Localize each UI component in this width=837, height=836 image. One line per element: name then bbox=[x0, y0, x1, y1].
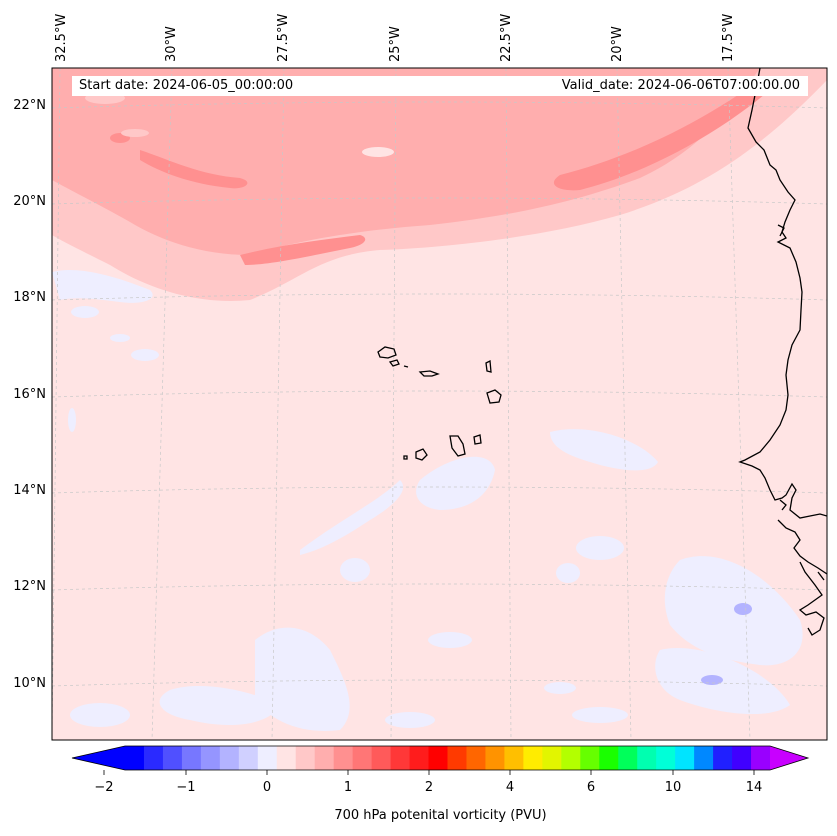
colorbar-segment bbox=[523, 746, 543, 770]
colorbar-segment bbox=[580, 746, 600, 770]
colorbar-tick-2: 2 bbox=[424, 780, 434, 795]
colorbar-segment bbox=[618, 746, 638, 770]
colorbar-segment bbox=[599, 746, 619, 770]
pv-hole-1 bbox=[362, 147, 394, 157]
colorbar-tick-neg1: −1 bbox=[176, 780, 196, 795]
colorbar-under-arrow bbox=[72, 746, 125, 770]
colorbar-segment bbox=[466, 746, 486, 770]
map-frame bbox=[51, 67, 828, 741]
colorbar-segment bbox=[675, 746, 695, 770]
colorbar-segment bbox=[694, 746, 714, 770]
colorbar-segment bbox=[371, 746, 392, 770]
gridlines bbox=[52, 68, 827, 740]
colorbar-segment bbox=[542, 746, 562, 770]
pv-neg-patch-3 bbox=[131, 349, 159, 361]
cabo-verde-islands bbox=[377, 346, 502, 461]
pv-neg-patch-22 bbox=[70, 703, 130, 727]
pv-hole-2 bbox=[121, 129, 149, 137]
pv-neg-patch-14 bbox=[734, 603, 752, 615]
colorbar-tick-10: 10 bbox=[664, 780, 682, 795]
date-banner: Start date: 2024-06-05_00:00:00 Valid_da… bbox=[72, 76, 808, 96]
lat-label-14n: 14°N bbox=[13, 483, 46, 498]
pv-band-dark-3 bbox=[240, 235, 366, 265]
colorbar-segment bbox=[656, 746, 676, 770]
african-coastline bbox=[738, 68, 827, 636]
pv-neg-patch-19 bbox=[544, 682, 576, 694]
colorbar-segment bbox=[447, 746, 467, 770]
colorbar-segment bbox=[125, 746, 145, 770]
pv-neg-patch-10 bbox=[576, 536, 624, 560]
pv-neg-patch-11 bbox=[556, 563, 580, 583]
colorbar-segment bbox=[143, 746, 164, 770]
colorbar-tick-14: 14 bbox=[745, 780, 763, 795]
colorbar bbox=[71, 745, 810, 775]
colorbar-segment bbox=[713, 746, 733, 770]
lat-label-22n: 22°N bbox=[13, 98, 46, 113]
lat-label-12n: 12°N bbox=[13, 579, 46, 594]
pv-neg-patch-17 bbox=[159, 685, 280, 725]
pv-neg-patch-8 bbox=[300, 480, 404, 555]
colorbar-segment bbox=[409, 746, 430, 770]
colorbar-segment bbox=[238, 746, 259, 770]
lat-label-16n: 16°N bbox=[13, 387, 46, 402]
colorbar-outline bbox=[71, 745, 810, 771]
pv-neg-patch-12 bbox=[664, 556, 803, 666]
pv-neg-patch-20 bbox=[385, 712, 435, 728]
pv-neg-patch-6 bbox=[550, 429, 658, 471]
colorbar-label: 700 hPa potenital vorticity (PVU) bbox=[334, 808, 547, 823]
island-fogo bbox=[415, 448, 428, 461]
island-sao-vicente bbox=[388, 359, 400, 367]
pv-band-dark-2 bbox=[140, 150, 248, 189]
colorbar-segment bbox=[162, 746, 183, 770]
lat-label-10n: 10°N bbox=[13, 676, 46, 691]
colorbar-tick-4: 4 bbox=[505, 780, 515, 795]
colorbar-tick-6: 6 bbox=[586, 780, 596, 795]
island-santiago bbox=[449, 435, 466, 457]
colorbar-segment bbox=[637, 746, 657, 770]
island-brava bbox=[403, 455, 408, 460]
pv-neg-patch-21 bbox=[572, 707, 628, 723]
lat-label-18n: 18°N bbox=[13, 290, 46, 305]
colorbar-segment bbox=[219, 746, 240, 770]
colorbar-segment bbox=[561, 746, 581, 770]
colorbar-segment bbox=[276, 746, 297, 770]
pv-neg-patch-15 bbox=[701, 675, 723, 685]
start-date-label: Start date: 2024-06-05_00:00:00 bbox=[79, 78, 294, 93]
colorbar-segment bbox=[314, 746, 335, 770]
island-sal bbox=[485, 359, 492, 373]
colorbar-segment bbox=[295, 746, 316, 770]
colorbar-segment bbox=[352, 746, 373, 770]
colorbar-segment bbox=[732, 746, 752, 770]
colorbar-over-arrow bbox=[770, 746, 808, 770]
colorbar-tick-0: 0 bbox=[262, 780, 272, 795]
island-santa-luzia bbox=[403, 365, 409, 368]
pv-neg-patch-1 bbox=[52, 270, 153, 303]
pv-neg-patch-9 bbox=[340, 558, 370, 582]
pv-neg-patch-4 bbox=[110, 334, 130, 342]
colorbar-segment bbox=[428, 746, 448, 770]
colorbar-segment bbox=[257, 746, 278, 770]
pv-neg-patch-7 bbox=[416, 456, 495, 510]
island-boa-vista bbox=[486, 389, 502, 404]
pv-band-dark bbox=[553, 80, 770, 191]
colorbar-segment bbox=[200, 746, 221, 770]
colorbar-segment bbox=[485, 746, 505, 770]
island-sao-nicolau bbox=[418, 370, 440, 377]
colorbar-segment bbox=[390, 746, 411, 770]
island-maio bbox=[473, 434, 482, 445]
colorbar-tick-neg2: −2 bbox=[94, 780, 114, 795]
lat-label-20n: 20°N bbox=[13, 194, 46, 209]
pv-neg-patch-18 bbox=[428, 632, 472, 648]
colorbar-tick-1: 1 bbox=[343, 780, 353, 795]
colorbar-segment bbox=[181, 746, 202, 770]
colorbar-segment bbox=[333, 746, 354, 770]
colorbar-segment bbox=[751, 746, 771, 770]
valid-date-label: Valid_date: 2024-06-06T07:00:00.00 bbox=[561, 78, 800, 93]
colorbar-segment bbox=[504, 746, 524, 770]
pv-neg-patch-5 bbox=[68, 408, 76, 432]
pv-neg-patch-2 bbox=[71, 306, 99, 318]
island-santo-antao bbox=[377, 346, 397, 359]
pv-band-mid bbox=[52, 68, 760, 255]
